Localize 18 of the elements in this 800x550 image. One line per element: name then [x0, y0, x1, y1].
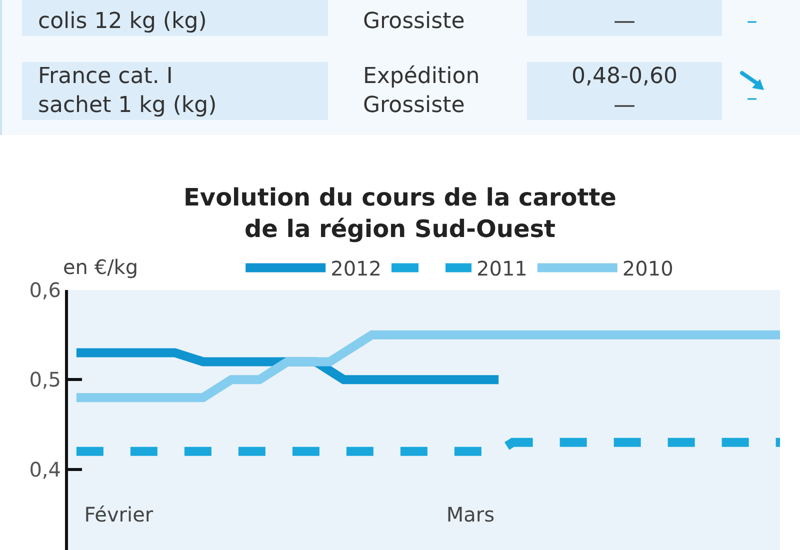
text: France cat. I sachet 1 kg (kg)	[22, 62, 328, 120]
text: —	[527, 0, 722, 36]
x-tick-label: Février	[84, 502, 154, 527]
legend-label: 2011	[476, 256, 528, 281]
text: –	[746, 85, 758, 113]
y-tick-label: 0,5	[29, 368, 61, 392]
text: –	[746, 8, 758, 36]
legend-label: 2012	[330, 256, 382, 281]
text: Grossiste	[362, 8, 466, 36]
y-axis-title: en €/kg	[63, 255, 138, 279]
chart-title: Evolution du cours de la carotte de la région Sud-Ouest	[184, 184, 616, 243]
text: 0,48-0,60 —	[527, 62, 722, 120]
y-tick-label: 0,4	[29, 457, 61, 482]
text: colis 12 kg (kg)	[22, 0, 328, 36]
legend-label: 2010	[622, 256, 674, 281]
x-tick-label: Mars	[446, 502, 495, 527]
y-tick-label: 0,6	[29, 278, 61, 302]
text: Expédition Grossiste	[362, 63, 481, 120]
